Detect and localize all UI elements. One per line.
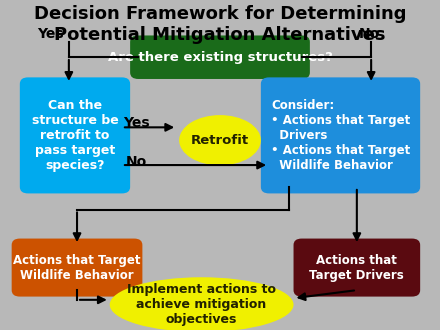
FancyBboxPatch shape	[293, 239, 420, 297]
FancyBboxPatch shape	[20, 77, 130, 193]
Text: No: No	[359, 27, 380, 41]
FancyBboxPatch shape	[130, 35, 310, 79]
Text: Decision Framework for Determining
Potential Mitigation Alternatives: Decision Framework for Determining Poten…	[34, 5, 406, 44]
FancyBboxPatch shape	[261, 77, 420, 193]
Text: Consider:
• Actions that Target
  Drivers
• Actions that Target
  Wildlife Behav: Consider: • Actions that Target Drivers …	[271, 99, 410, 172]
Ellipse shape	[110, 277, 293, 330]
Text: Can the
structure be
retrofit to
pass target
species?: Can the structure be retrofit to pass ta…	[32, 99, 118, 172]
Ellipse shape	[179, 115, 261, 165]
Text: Actions that Target
Wildlife Behavior: Actions that Target Wildlife Behavior	[13, 253, 141, 281]
Text: Are there existing structures?: Are there existing structures?	[107, 51, 333, 64]
Text: Implement actions to
achieve mitigation
objectives: Implement actions to achieve mitigation …	[127, 283, 276, 326]
Text: Yes: Yes	[37, 27, 64, 41]
FancyBboxPatch shape	[12, 239, 143, 297]
Text: Retrofit: Retrofit	[191, 134, 249, 147]
Text: Actions that
Target Drivers: Actions that Target Drivers	[309, 253, 404, 281]
Text: Yes: Yes	[123, 116, 150, 130]
Text: No: No	[126, 155, 147, 169]
